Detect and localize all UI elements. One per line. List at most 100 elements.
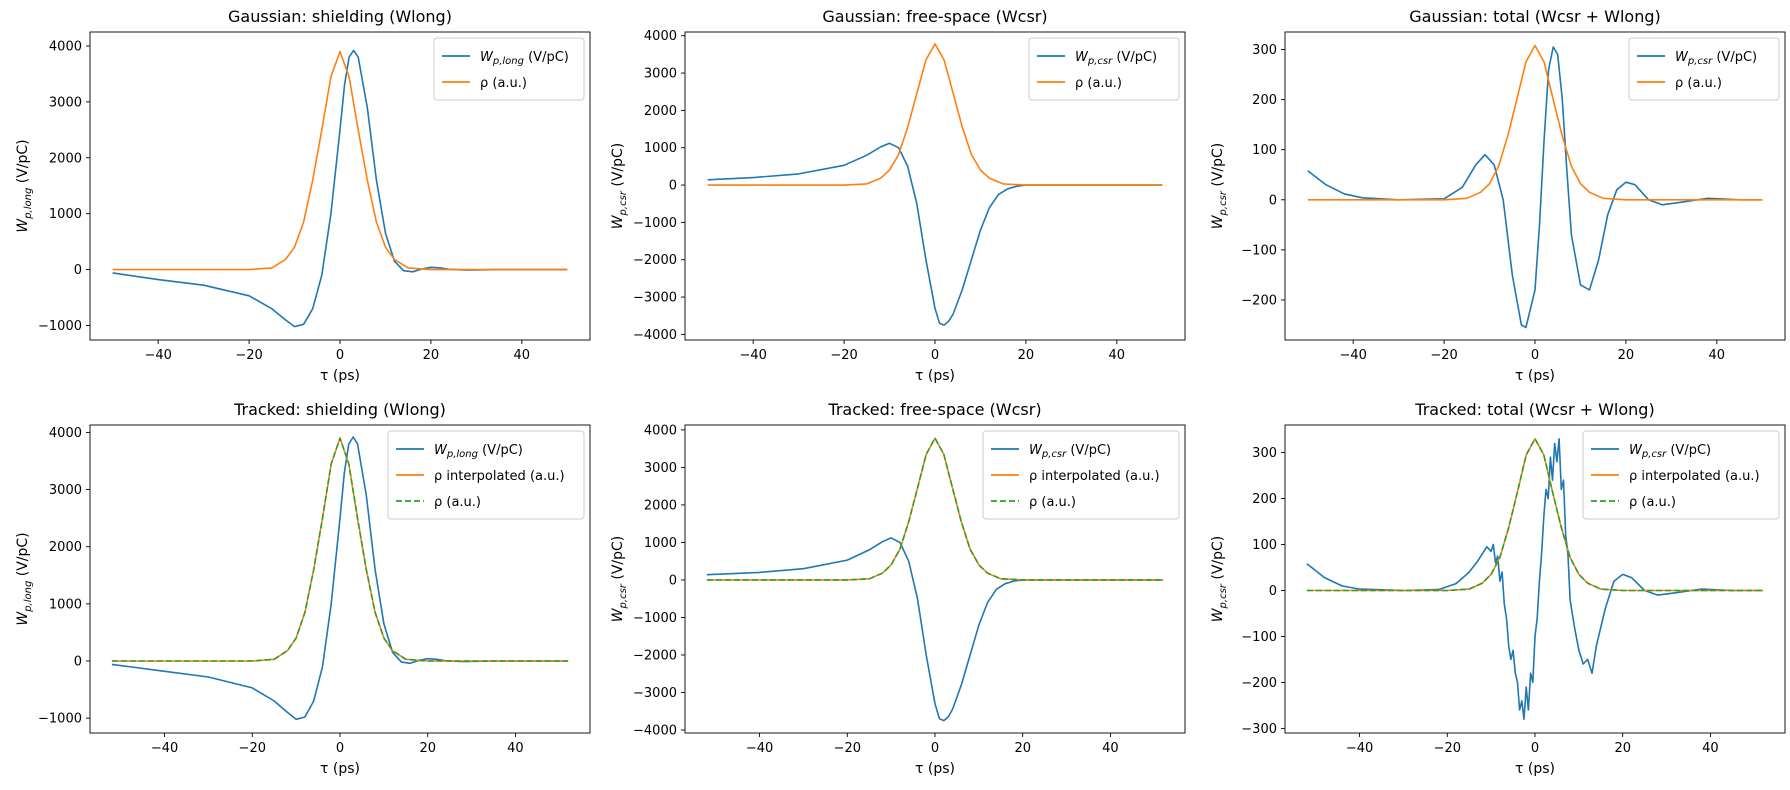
legend-label: Wp,csr (V/pC)	[1629, 443, 1711, 460]
subplot-title: Gaussian: shielding (Wlong)	[228, 7, 452, 26]
x-tick-label: −40	[1346, 741, 1373, 756]
legend-box	[433, 37, 585, 101]
legend-label: Wp,long (V/pC)	[480, 50, 569, 67]
y-tick-label: 1000	[644, 141, 677, 156]
y-tick-label: 0	[1269, 584, 1277, 599]
x-tick-label: −40	[1339, 348, 1366, 363]
series-line-2	[112, 50, 568, 271]
x-tick-label: −20	[239, 741, 266, 756]
y-tick-label: −300	[1241, 722, 1277, 737]
subplot-2: Gaussian: free-space (Wcsr) −40 −20 0 20 40 −4…	[610, 7, 1186, 384]
y-axis-label: Wp,csr (V/pC)	[610, 536, 629, 623]
legend: Wp,csr (V/pC) ρ interpolated (a.u.) ρ (a.u…	[982, 430, 1180, 520]
legend-label: ρ (a.u.)	[1075, 76, 1122, 91]
subplot-title: Gaussian: free-space (Wcsr)	[822, 7, 1047, 26]
y-tick-label: −3000	[633, 686, 677, 701]
x-tick-label: 40	[1709, 348, 1726, 363]
y-tick-label: 4000	[49, 426, 82, 441]
y-tick-label: 200	[1252, 93, 1277, 108]
y-tick-label: −2000	[633, 253, 677, 268]
legend-box	[1028, 37, 1180, 101]
legend-label: Wp,csr (V/pC)	[1675, 50, 1757, 67]
x-tick-label: −20	[1430, 348, 1457, 363]
legend-label: ρ interpolated (a.u.)	[1029, 469, 1160, 484]
y-tick-label: 2000	[49, 540, 82, 555]
x-axis-label: τ (ps)	[320, 761, 360, 777]
legend: Wp,csr (V/pC) ρ (a.u.)	[1628, 37, 1780, 101]
x-axis-label: τ (ps)	[320, 368, 360, 384]
x-tick-label: 20	[1618, 348, 1635, 363]
x-tick-label: −20	[830, 348, 857, 363]
y-tick-label: −1000	[38, 319, 82, 334]
x-tick-label: −40	[151, 741, 178, 756]
x-axis-label: τ (ps)	[915, 761, 955, 777]
x-tick-label: 40	[507, 741, 524, 756]
x-tick-label: 40	[514, 348, 531, 363]
subplot-4: Tracked: shielding (Wlong) −40 −20 0 20 40 −10…	[15, 400, 591, 777]
y-tick-label: 1000	[49, 597, 82, 612]
legend-label: ρ (a.u.)	[1629, 495, 1676, 510]
x-tick-label: −20	[235, 348, 262, 363]
legend-box	[982, 430, 1180, 520]
y-tick-label: −1000	[633, 216, 677, 231]
legend-label: ρ interpolated (a.u.)	[434, 469, 565, 484]
y-tick-label: 0	[669, 573, 677, 588]
x-tick-label: 20	[419, 741, 436, 756]
y-tick-label: 3000	[644, 67, 677, 82]
x-tick-label: 20	[423, 348, 440, 363]
x-axis-label: τ (ps)	[1515, 761, 1555, 777]
x-tick-label: −40	[144, 348, 171, 363]
y-tick-label: −4000	[633, 328, 677, 343]
y-tick-label: 0	[74, 655, 82, 670]
y-axis-label: Wp,csr (V/pC)	[1210, 536, 1229, 623]
subplot-title: Tracked: shielding (Wlong)	[233, 400, 446, 419]
legend: Wp,csr (V/pC) ρ (a.u.)	[1028, 37, 1180, 101]
y-tick-label: 100	[1252, 143, 1277, 158]
series-line-1	[111, 436, 569, 721]
legend-box	[387, 430, 585, 520]
y-tick-label: 200	[1252, 492, 1277, 507]
x-tick-label: 0	[931, 741, 939, 756]
legend-label: ρ (a.u.)	[434, 495, 481, 510]
y-tick-label: 0	[669, 179, 677, 194]
legend-label: Wp,long (V/pC)	[434, 443, 523, 460]
y-tick-label: 3000	[644, 461, 677, 476]
series-line-3	[1306, 438, 1764, 592]
x-tick-label: 40	[1702, 741, 1719, 756]
y-tick-label: 100	[1252, 538, 1277, 553]
subplot-5: Tracked: free-space (Wcsr) −40 −20 0 20 40 −40…	[610, 400, 1186, 777]
y-tick-label: 3000	[49, 483, 82, 498]
x-tick-label: 0	[1531, 741, 1539, 756]
y-tick-label: 3000	[49, 95, 82, 110]
x-tick-label: 0	[931, 348, 939, 363]
series-line-1	[112, 49, 568, 328]
y-tick-label: 1000	[49, 207, 82, 222]
legend-box	[1582, 430, 1780, 520]
legend-label: Wp,csr (V/pC)	[1075, 50, 1157, 67]
y-tick-label: −1000	[38, 712, 82, 727]
legend-label: ρ (a.u.)	[1029, 495, 1076, 510]
x-tick-label: −20	[834, 741, 861, 756]
series-line-1	[707, 142, 1163, 326]
legend-label: Wp,csr (V/pC)	[1029, 443, 1111, 460]
y-tick-label: 2000	[49, 151, 82, 166]
y-tick-label: −3000	[633, 291, 677, 306]
legend: Wp,long (V/pC) ρ (a.u.)	[433, 37, 585, 101]
y-axis-label: Wp,csr (V/pC)	[1210, 143, 1229, 230]
y-tick-label: 2000	[644, 104, 677, 119]
legend-label: ρ (a.u.)	[480, 76, 527, 91]
subplot-title: Tracked: free-space (Wcsr)	[827, 400, 1041, 419]
subplot-title: Tracked: total (Wcsr + Wlong)	[1414, 400, 1654, 419]
y-tick-label: −1000	[633, 611, 677, 626]
legend-label: ρ interpolated (a.u.)	[1629, 469, 1760, 484]
y-tick-label: 4000	[49, 39, 82, 54]
series-line-3	[111, 437, 569, 662]
y-tick-label: 2000	[644, 498, 677, 513]
series-line-1	[1307, 46, 1763, 329]
y-tick-label: −4000	[633, 723, 677, 738]
y-tick-label: −2000	[633, 648, 677, 663]
x-tick-label: 20	[1614, 741, 1631, 756]
y-tick-label: 300	[1252, 43, 1277, 58]
x-tick-label: 20	[1014, 741, 1031, 756]
